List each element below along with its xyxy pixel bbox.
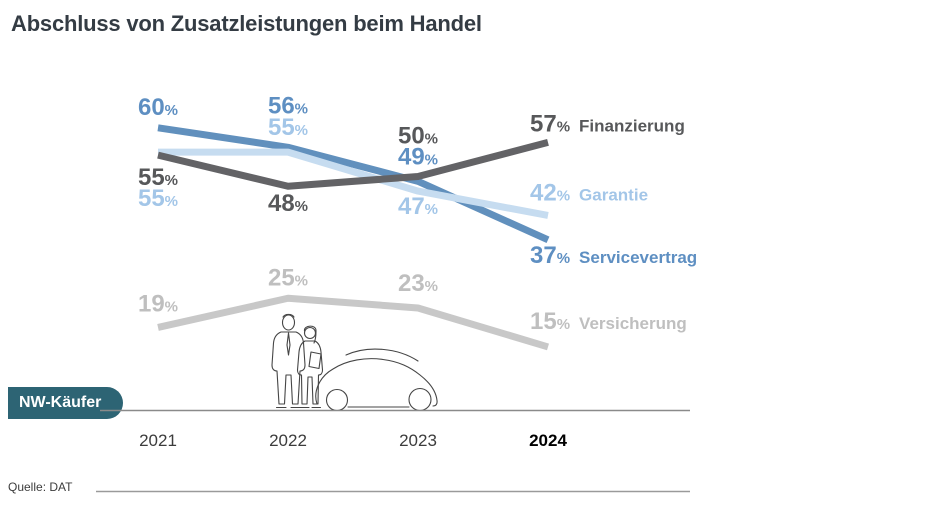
data-label-servicevertrag-2024: 37% Servicevertrag: [530, 242, 697, 269]
series-name-label: Servicevertrag: [579, 248, 697, 267]
series-name-label: Finanzierung: [579, 116, 685, 135]
data-label-servicevertrag-2022: 56%: [268, 92, 308, 119]
nw-kaeufer-badge-label: NW-Käufer: [19, 394, 102, 411]
series-name-label: Versicherung: [579, 314, 687, 333]
x-axis-label-2021: 2021: [139, 431, 177, 450]
data-label-finanzierung-2024: 57% Finanzierung: [530, 110, 685, 137]
data-label-servicevertrag-2021: 60%: [138, 94, 178, 121]
data-label-versicherung-2024: 15% Versicherung: [530, 308, 687, 335]
car-illustration: [315, 348, 438, 412]
people-illustration: [271, 313, 324, 409]
series-name-label: Garantie: [579, 185, 648, 204]
source-label: Quelle: DAT: [8, 480, 73, 494]
nw-kaeufer-badge: NW-Käufer: [8, 387, 123, 419]
series-line-garantie: [158, 148, 549, 219]
series-line-servicevertrag: [157, 124, 550, 244]
data-label-garantie-2023: 47%: [398, 193, 438, 220]
data-label-servicevertrag-2023: 49%: [398, 143, 438, 170]
x-axis-label-2023: 2023: [399, 431, 437, 450]
data-label-versicherung-2022: 25%: [268, 264, 308, 291]
x-axis-label-2022: 2022: [269, 431, 307, 450]
series-line-versicherung: [157, 294, 550, 351]
data-label-versicherung-2023: 23%: [398, 270, 438, 297]
data-label-finanzierung-2021: 55%: [138, 164, 178, 191]
x-axis-label-2024: 2024: [529, 431, 567, 450]
chart-title: Abschluss von Zusatzleistungen beim Hand…: [11, 11, 482, 36]
data-label-versicherung-2021: 19%: [138, 290, 178, 317]
series-line-finanzierung: [157, 139, 549, 190]
data-label-garantie-2022: 55%: [268, 114, 308, 141]
data-label-garantie-2024: 42% Garantie: [530, 179, 648, 206]
data-label-garantie-2021: 55%: [138, 185, 178, 212]
data-label-finanzierung-2022: 48%: [268, 190, 308, 217]
data-label-finanzierung-2023: 50%: [398, 123, 438, 150]
